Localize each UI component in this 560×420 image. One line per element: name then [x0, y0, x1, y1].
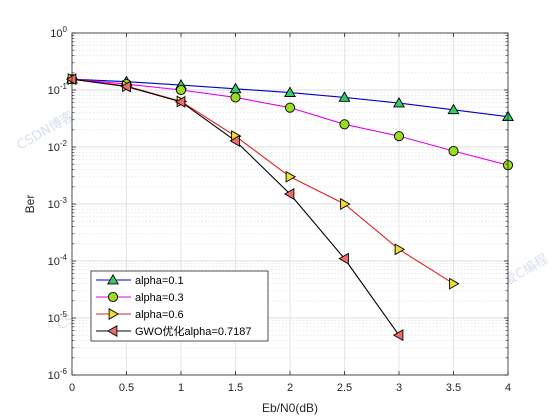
- data-point: [229, 134, 240, 147]
- legend-marker: [108, 308, 120, 320]
- data-point: [338, 91, 351, 102]
- axis-ticks: [71, 32, 509, 376]
- legend-box: [90, 270, 269, 342]
- data-point: [393, 96, 405, 108]
- data-point: [65, 73, 77, 86]
- data-point: [339, 119, 350, 130]
- x-tick-label: 4: [505, 382, 511, 394]
- x-tick-label: 1.5: [228, 382, 243, 394]
- legend-label: alpha=0.1: [135, 275, 184, 287]
- data-point: [394, 243, 406, 256]
- legend-marker: [106, 325, 118, 337]
- legend: alpha=0.1 alpha=0.3 alpha=0.6 GWO优化alpha=0.…: [90, 270, 269, 342]
- legend-label: GWO优化alpha=0.7187: [135, 324, 251, 338]
- x-tick-label: 1: [178, 382, 184, 394]
- y-axis-label: Ber: [23, 195, 37, 214]
- data-point: [340, 198, 351, 210]
- x-tick-label: 2: [287, 382, 293, 394]
- x-tick-label: 3.5: [446, 382, 461, 394]
- data-point: [392, 329, 404, 342]
- data-point: [449, 277, 460, 290]
- x-tick-label: 0.5: [119, 382, 134, 394]
- x-tick-label: 3: [396, 382, 402, 394]
- data-point: [283, 187, 295, 200]
- x-axis-label: Eb/N0(dB): [262, 401, 318, 415]
- data-point: [393, 131, 405, 142]
- data-point: [447, 103, 460, 115]
- data-point: [120, 80, 131, 93]
- data-point: [448, 145, 459, 157]
- legend-label: alpha=0.3: [135, 292, 184, 304]
- data-point: [230, 92, 241, 103]
- data-point: [284, 86, 296, 97]
- data-point: [174, 95, 186, 108]
- x-tick-label: 0: [69, 382, 75, 394]
- legend-marker: [107, 291, 119, 303]
- data-point: [175, 84, 187, 96]
- x-tick-label: 2.5: [337, 382, 352, 394]
- data-point: [284, 102, 296, 113]
- legend-label: alpha=0.6: [135, 309, 184, 321]
- data-point: [285, 170, 297, 183]
- legend-marker: [107, 273, 119, 285]
- x-tick-labels: 0 0.5 1 1.5 2 2.5 3 3.5 4: [69, 382, 511, 394]
- data-point: [338, 252, 349, 265]
